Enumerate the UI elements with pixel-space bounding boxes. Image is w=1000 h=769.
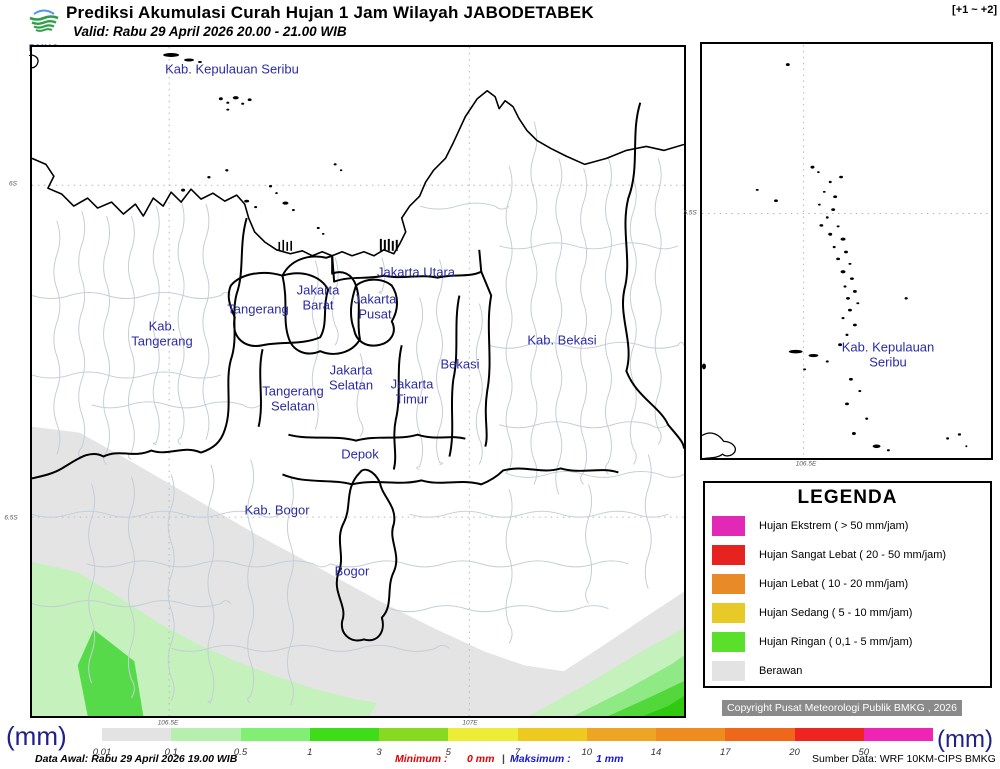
legend-label-0: Hujan Ekstrem ( > 50 mm/jam) (759, 520, 909, 532)
legend-item-2: Hujan Lebat ( 10 - 20 mm/jam) (712, 574, 990, 594)
colorbar-segment-9 (725, 728, 795, 741)
colorbar (102, 728, 933, 741)
colorbar-tick-0.1: 0.1 (164, 747, 178, 758)
coastline (32, 53, 684, 257)
copyright-bar: Copyright Pusat Meteorologi Publik BMKG … (722, 700, 962, 716)
colorbar-segment-1 (171, 728, 241, 741)
minimum-value: 0 mm (467, 753, 495, 765)
axis-tick-6-5s: 6.5S (4, 514, 18, 522)
inset-islands (702, 63, 968, 452)
legend-label-4: Hujan Ringan ( 0,1 - 5 mm/jam) (759, 636, 913, 648)
legend-item-3: Hujan Sedang ( 5 - 10 mm/jam) (712, 603, 990, 623)
colorbar-tick-7: 7 (514, 747, 521, 758)
maksimum-value: 1 mm (596, 753, 624, 765)
main-map: Kab. Kepulauan Seribu Jakarta Utara Jakart… (30, 45, 686, 718)
maksimum-label: Maksimum : (510, 753, 571, 765)
colorbar-segment-11 (863, 728, 933, 741)
inset-map: Kab. Kepulauan Seribu (700, 42, 993, 460)
colorbar-segment-7 (586, 728, 656, 741)
legend-item-5: Berawan (712, 661, 990, 681)
colorbar-segment-0 (102, 728, 172, 741)
colorbar-segment-8 (656, 728, 726, 741)
inset-map-canvas (702, 44, 991, 458)
axis-tick-6s: 6S (9, 180, 17, 188)
colorbar-tick-0.5: 0.5 (233, 747, 248, 758)
colorbar-tick-0.01: 0.01 (92, 747, 112, 758)
colorbar-segment-6 (517, 728, 587, 741)
legend-rows: Hujan Ekstrem ( > 50 mm/jam) Hujan Sangat… (705, 516, 990, 681)
legend-swatch-3 (712, 603, 745, 623)
colorbar-segment-5 (448, 728, 518, 741)
colorbar-segment-4 (379, 728, 449, 741)
colorbar-segment-2 (240, 728, 310, 741)
legend-item-0: Hujan Ekstrem ( > 50 mm/jam) (712, 516, 990, 536)
harbor-marks (278, 238, 398, 251)
sumber-data-text: Sumber Data: WRF 10KM-CIPS BMKG (812, 753, 996, 765)
data-awal-text: Data Awal: Rabu 29 April 2026 19.00 WIB (35, 753, 238, 765)
inset-graticule (702, 44, 991, 458)
axis-tick-106-5e: 106.5E (157, 719, 179, 727)
colorbar-unit-right: (mm) (937, 726, 993, 753)
legend-label-1: Hujan Sangat Lebat ( 20 - 50 mm/jam) (759, 549, 947, 561)
legend-label-5: Berawan (759, 665, 803, 677)
page-title: Prediksi Akumulasi Curah Hujan 1 Jam Wil… (66, 3, 594, 22)
colorbar-tick-20: 20 (789, 747, 800, 758)
colorbar-tick-3: 3 (376, 747, 382, 758)
legend-swatch-1 (712, 545, 745, 565)
colorbar-segment-3 (309, 728, 379, 741)
valid-time: Valid: Rabu 29 April 2026 20.00 - 21.00 … (73, 24, 347, 39)
legend-label-3: Hujan Sedang ( 5 - 10 mm/jam) (759, 607, 913, 619)
colorbar-tick-10: 10 (581, 747, 593, 758)
islands (163, 53, 343, 235)
lead-time-badge: [+1 ~ +2] (952, 4, 997, 16)
legend-swatch-4 (712, 632, 745, 652)
kabupaten-borders (32, 102, 684, 642)
colorbar-unit-left: (mm) (6, 721, 67, 751)
colorbar-tick-17: 17 (719, 747, 731, 758)
main-map-canvas (32, 47, 684, 716)
colorbar-tick-5: 5 (445, 747, 451, 758)
legend: LEGENDA Hujan Ekstrem ( > 50 mm/jam) Huja… (703, 481, 992, 688)
legend-swatch-0 (712, 516, 745, 536)
inset-coastline (702, 432, 736, 458)
colorbar-tick-50: 50 (858, 747, 870, 758)
axis-tick-5-5s: 5.5S (683, 209, 697, 217)
district-borders (32, 121, 684, 706)
legend-swatch-2 (712, 574, 745, 594)
legend-label-2: Hujan Lebat ( 10 - 20 mm/jam) (759, 578, 909, 590)
legend-item-4: Hujan Ringan ( 0,1 - 5 mm/jam) (712, 632, 990, 652)
axis-tick-106-5e: 106.5E (795, 460, 817, 468)
minmax-separator: | (502, 753, 505, 765)
colorbar-segment-10 (794, 728, 864, 741)
axis-tick-107e: 107E (462, 719, 478, 727)
legend-title: LEGENDA (797, 487, 898, 508)
legend-swatch-5 (712, 661, 745, 681)
bmkg-logo: BMKG (25, 1, 63, 56)
colorbar-tick-1: 1 (307, 747, 313, 758)
legend-item-1: Hujan Sangat Lebat ( 20 - 50 mm/jam) (712, 545, 990, 565)
minimum-label: Minimum : (395, 753, 448, 765)
colorbar-tick-14: 14 (650, 747, 662, 758)
rain-shading (32, 426, 684, 716)
bmkg-logo-icon (29, 6, 59, 32)
